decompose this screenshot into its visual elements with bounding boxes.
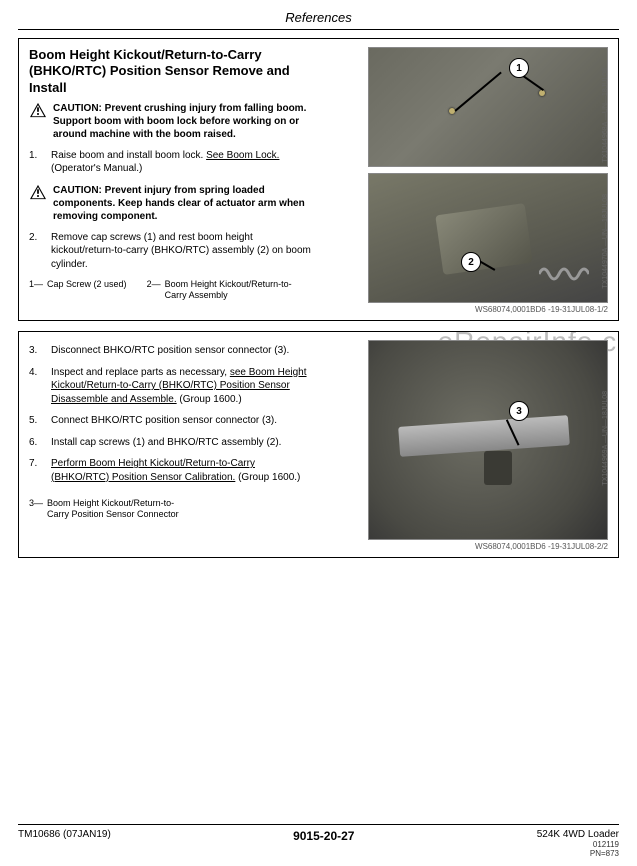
callout-1: 1 [509,58,529,78]
footer-right-sub1: 012119 [537,840,619,849]
step-1-text-b: (Operator's Manual.) [51,163,142,174]
step-7-text-b: (Group 1600.) [235,472,300,483]
caution-2: CAUTION: Prevent injury from spring load… [29,184,314,223]
page-header: References [18,10,619,30]
step-7-num: 7. [29,457,43,484]
step-4: 4. Inspect and replace parts as necessar… [29,366,314,407]
photo1-code: TX1044968A —UN—18JUL08 [602,68,609,163]
step-6-num: 6. [29,436,43,450]
footer-center: 9015-20-27 [293,829,354,858]
section-title: Boom Height Kickout/Return-to-Carry (BHK… [29,47,309,96]
legend-block-2: 3— Boom Height Kickout/Return-to-Carry P… [29,498,314,520]
photo-cap-screws: 1 TX1044968A —UN—18JUL08 [368,47,608,167]
step-3: 3. Disconnect BHKO/RTC position sensor c… [29,344,314,358]
photo2-code: TX1044970A —UN—18JUL08 [602,194,609,289]
step-3-num: 3. [29,344,43,358]
step-5-text: Connect BHKO/RTC position sensor connect… [51,414,314,428]
section2-footer-code: WS68074,0001BD6 -19-31JUL08-2/2 [29,542,608,551]
caution-2-text: CAUTION: Prevent injury from spring load… [53,184,314,223]
photo-assembly: 2 TX1044970A —UN—18JUL08 [368,173,608,303]
step-3-text: Disconnect BHKO/RTC position sensor conn… [51,344,314,358]
section1-footer-code: WS68074,0001BD6 -19-31JUL08-1/2 [29,305,608,314]
section-continued: eRepairInfo.com watermark only on this s… [18,331,619,558]
page-footer: TM10686 (07JAN19) 9015-20-27 524K 4WD Lo… [18,824,619,858]
step-1-link[interactable]: See Boom Lock. [206,150,279,161]
step-4-num: 4. [29,366,43,407]
step-5: 5. Connect BHKO/RTC position sensor conn… [29,414,314,428]
step-2: 2. Remove cap screws (1) and rest boom h… [29,231,314,272]
step-1-text-a: Raise boom and install boom lock. [51,150,206,161]
caution-icon [29,102,47,118]
footer-left: TM10686 (07JAN19) [18,829,111,858]
step-1-num: 1. [29,149,43,176]
section-remove-install: Boom Height Kickout/Return-to-Carry (BHK… [18,38,619,321]
legend-1-val: Cap Screw (2 used) [47,279,127,301]
step-7: 7. Perform Boom Height Kickout/Return-to… [29,457,314,484]
step-2-text: Remove cap screws (1) and rest boom heig… [51,231,314,272]
step-2-num: 2. [29,231,43,272]
caution-1-text: CAUTION: Prevent crushing injury from fa… [53,102,314,141]
step-4-text-a: Inspect and replace parts as necessary, [51,367,230,378]
legend-2-key: 2— [147,279,161,301]
caution-icon [29,184,47,200]
step-1: 1. Raise boom and install boom lock. See… [29,149,314,176]
legend-block-1: 1— Cap Screw (2 used) 2— Boom Height Kic… [29,279,314,301]
footer-right-sub2: PN=873 [537,849,619,858]
caution-1: CAUTION: Prevent crushing injury from fa… [29,102,314,141]
legend-1-key: 1— [29,279,43,301]
footer-right-main: 524K 4WD Loader [537,829,619,840]
legend-2-val: Boom Height Kickout/Return-to-Carry Asse… [165,279,297,301]
photo-connector: 3 TX1044969A —UN—18JUL08 [368,340,608,540]
callout-3: 3 [509,401,529,421]
callout-2: 2 [461,252,481,272]
step-4-text-b: (Group 1600.) [177,394,242,405]
step-7-link[interactable]: Perform Boom Height Kickout/Return-to-Ca… [51,458,255,483]
legend-3-key: 3— [29,498,43,520]
legend-3-val: Boom Height Kickout/Return-to-Carry Posi… [47,498,179,520]
photo3-code: TX1044969A —UN—18JUL08 [602,391,609,486]
step-6-text: Install cap screws (1) and BHKO/RTC asse… [51,436,314,450]
step-5-num: 5. [29,414,43,428]
step-6: 6. Install cap screws (1) and BHKO/RTC a… [29,436,314,450]
